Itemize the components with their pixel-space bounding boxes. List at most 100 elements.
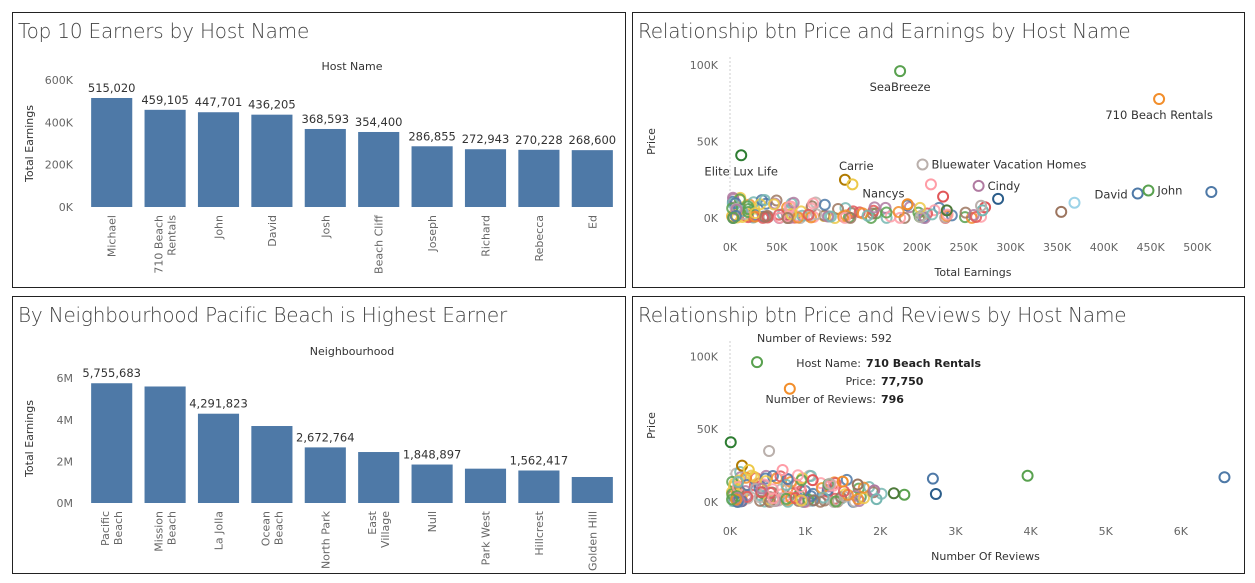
cluster-point: [781, 211, 794, 224]
x-tick-label: East: [366, 510, 379, 534]
bar[interactable]: [144, 386, 186, 503]
scatter-point[interactable]: [926, 472, 939, 485]
bar[interactable]: [304, 447, 346, 503]
cluster-point: [767, 492, 780, 505]
x-tick-label: 50K: [766, 241, 788, 254]
point-label: Bluewater Vacation Homes: [932, 157, 1087, 171]
y-tick-label: 100K: [690, 59, 719, 72]
x-tick-label: 710 Beach: [153, 215, 166, 274]
scatter-point[interactable]: [836, 475, 849, 488]
scatter-point[interactable]: [1068, 196, 1081, 209]
cluster-point: [823, 477, 836, 490]
scatter-point[interactable]: [1205, 185, 1218, 198]
scatter-point[interactable]: [1021, 469, 1034, 482]
bar[interactable]: [91, 383, 133, 503]
bar[interactable]: [411, 146, 453, 207]
bar[interactable]: [571, 150, 613, 207]
x-tick-label: Beach: [166, 511, 179, 545]
x-tick-label: North Park: [319, 510, 332, 569]
scatter-point[interactable]: [776, 463, 789, 476]
scatter-point[interactable]: [916, 158, 929, 171]
cluster-point: [837, 210, 850, 223]
bar[interactable]: [518, 470, 560, 503]
x-tick-label: Null: [426, 511, 439, 532]
cluster-point: [774, 470, 787, 483]
bar[interactable]: [464, 468, 507, 503]
cluster-point: [730, 493, 743, 506]
scatter-point[interactable]: [898, 488, 911, 501]
price-reviews-title: Relationship btn Price and Reviews by Ho…: [638, 303, 1127, 327]
bar[interactable]: [518, 149, 560, 207]
y-tick-label: 600K: [45, 74, 74, 87]
scatter-point[interactable]: [751, 356, 764, 369]
x-tick-label: Ocean: [259, 511, 272, 546]
scatter-point[interactable]: [724, 436, 737, 449]
cluster-point: [868, 201, 881, 214]
top-earners-title: Top 10 Earners by Host Name: [18, 19, 310, 43]
x-tick-label: La Jolla: [213, 511, 226, 550]
column-header: Host Name: [322, 60, 383, 73]
scatter-point[interactable]: [929, 487, 942, 500]
bar[interactable]: [251, 114, 293, 207]
bar[interactable]: [197, 413, 240, 503]
scatter-point[interactable]: [975, 199, 988, 212]
cluster-point: [758, 194, 771, 207]
bar[interactable]: [411, 464, 453, 503]
point-label: Cindy: [988, 179, 1021, 193]
scatter-point[interactable]: [742, 463, 755, 476]
scatter-point[interactable]: [940, 204, 953, 217]
price-reviews-chart[interactable]: 0K 50K 100K 0K 1K 2K 3K 4K 5K 6K Price Number Of Re…: [633, 297, 1244, 573]
cluster-point: [818, 198, 831, 211]
scatter-point[interactable]: [937, 190, 950, 203]
bar[interactable]: [358, 452, 400, 503]
scatter-point[interactable]: [735, 149, 748, 162]
bar[interactable]: [91, 97, 133, 207]
tooltip-value: 796: [881, 393, 904, 406]
x-tick-label: Golden Hill: [586, 511, 599, 571]
cluster-point: [861, 209, 874, 222]
neighbourhood-chart[interactable]: Neighbourhood Total Earnings 0M 2M 4M 6M 5,755…: [13, 297, 625, 573]
x-tick-label: Mission: [153, 511, 166, 552]
y-tick-label: 6M: [57, 372, 74, 385]
scatter-point[interactable]: [1055, 205, 1068, 218]
scatter-point[interactable]: [806, 474, 819, 487]
bar[interactable]: [251, 426, 293, 503]
scatter-point[interactable]: [846, 178, 859, 191]
scatter-point[interactable]: [1153, 93, 1166, 106]
top-earners-chart[interactable]: Host Name Total Earnings 0K 200K 400K 600K 515…: [13, 13, 625, 287]
scatter-point[interactable]: [783, 382, 796, 395]
bar-value-label: 286,855: [408, 129, 456, 143]
scatter-point[interactable]: [894, 65, 907, 78]
y-tick-label: 0M: [57, 497, 74, 510]
cluster-point: [880, 206, 893, 219]
x-tick-label: 150K: [856, 241, 885, 254]
scatter-point[interactable]: [1142, 184, 1155, 197]
bar[interactable]: [144, 109, 186, 207]
bar[interactable]: [358, 131, 400, 207]
bar-value-label: 515,020: [88, 81, 136, 95]
price-earnings-chart[interactable]: 0K 50K 100K 0K 50K 100K 150K 200K 250K 300K 350K 40…: [633, 13, 1244, 287]
tooltip: Host Name: 710 Beach Rentals Price: 77,750 N…: [766, 357, 982, 406]
x-tick-label: 200K: [903, 241, 932, 254]
cluster-point: [810, 208, 823, 221]
x-tick-label: Josh: [319, 215, 332, 239]
bar[interactable]: [197, 112, 240, 207]
x-tick-label: 0K: [723, 241, 738, 254]
scatter-point[interactable]: [870, 493, 883, 506]
cluster-point: [970, 210, 983, 223]
bar[interactable]: [571, 476, 613, 503]
scatter-point[interactable]: [901, 198, 914, 211]
scatter-point[interactable]: [763, 445, 776, 457]
scatter-point[interactable]: [992, 192, 1005, 205]
scatter-point[interactable]: [924, 178, 937, 191]
x-tick-label: Ed: [586, 215, 599, 229]
x-axis-label: Number Of Reviews: [931, 550, 1040, 563]
scatter-point[interactable]: [851, 478, 864, 491]
scatter-point[interactable]: [1218, 471, 1231, 484]
cluster-point: [783, 200, 796, 213]
scatter-point[interactable]: [887, 487, 900, 500]
scatter-point[interactable]: [1131, 187, 1144, 200]
bar[interactable]: [304, 128, 346, 207]
bar[interactable]: [464, 149, 507, 207]
scatter-point[interactable]: [972, 179, 985, 192]
